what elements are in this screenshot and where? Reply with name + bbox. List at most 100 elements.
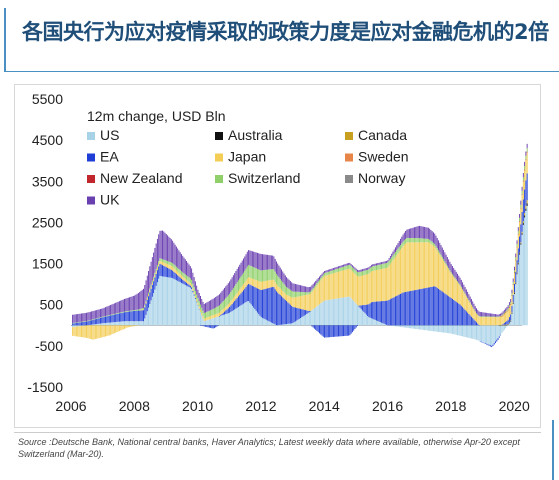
bar-segment-switzerland (273, 269, 275, 280)
bar-segment-ea (522, 199, 524, 222)
bar-segment-ea (368, 304, 370, 318)
bar-segment-ea (102, 317, 104, 324)
bar-segment-sweden (525, 159, 527, 161)
bar-segment-switzerland (417, 238, 419, 243)
bar-segment-japan (97, 325, 99, 339)
bar-segment-us (315, 307, 317, 326)
bar-segment-switzerland (225, 298, 227, 307)
bar-segment-japan (319, 282, 320, 305)
bar-segment-us (313, 308, 315, 326)
bar-segment-japan (241, 285, 243, 292)
bar-segment-switzerland (249, 265, 251, 278)
bar-segment-switzerland (489, 316, 491, 318)
bar-segment-uk (463, 284, 465, 292)
bar-segment-uk (449, 261, 451, 271)
bar-segment-switzerland (435, 245, 437, 249)
bar-segment-ea (496, 339, 498, 342)
bar-segment-japan (400, 249, 402, 294)
bar-segment-canada (520, 242, 522, 244)
bar-segment-ea (241, 291, 243, 305)
bar-segment-ea (483, 342, 485, 344)
bar-segment-us (339, 298, 341, 326)
bar-segment-us (463, 325, 465, 337)
bar-segment-japan (353, 272, 355, 301)
bar-segment-switzerland (293, 291, 295, 298)
bar-segment-switzerland (269, 269, 271, 281)
bar-segment-ea (512, 294, 514, 303)
bar-segment-japan (334, 272, 336, 299)
bar-segment-switzerland (120, 312, 122, 314)
bar-segment-japan (77, 326, 79, 337)
bar-segment-us (408, 325, 410, 329)
bar-segment-uk (227, 283, 229, 296)
bar-segment-japan (231, 299, 233, 304)
bar-segment-japan (110, 325, 112, 335)
bar-segment-uk (220, 292, 222, 304)
bar-segment-us (286, 324, 288, 326)
bar-segment-us (322, 301, 324, 326)
bar-segment-us (141, 321, 143, 326)
bar-segment-ea (449, 297, 451, 326)
bar-segment-us (498, 325, 500, 337)
bar-segment-uk (363, 268, 365, 271)
bar-segment-switzerland (507, 308, 509, 310)
bar-segment-ea (131, 311, 133, 322)
bar-segment-us (403, 325, 405, 328)
bar-segment-us (440, 325, 442, 333)
bar-segment-switzerland (441, 256, 443, 259)
bar-segment-switzerland (124, 311, 125, 313)
bar-segment-ea (435, 286, 437, 326)
bar-segment-new-zealand (505, 312, 507, 313)
bar-segment-uk (478, 311, 480, 316)
bar-segment-us (158, 278, 160, 326)
bar-segment-switzerland (526, 148, 528, 152)
bar-segment-ea (406, 291, 408, 326)
bar-segment-japan (293, 297, 295, 308)
bar-segment-us (98, 323, 100, 326)
bar-segment-switzerland (478, 315, 480, 317)
bar-segment-us (113, 322, 115, 326)
bar-segment-switzerland (267, 269, 269, 281)
bar-segment-switzerland (389, 258, 391, 264)
bar-segment-ea (196, 301, 198, 303)
bar-segment-ea (384, 300, 386, 325)
bar-segment-us (500, 325, 502, 335)
bar-segment-uk (236, 268, 238, 283)
bar-segment-uk (401, 236, 403, 244)
bar-segment-uk (402, 234, 404, 242)
bar-segment-japan (129, 325, 131, 328)
bar-segment-uk (450, 264, 452, 273)
bar-segment-australia (506, 324, 508, 326)
bar-segment-us (436, 325, 438, 332)
bar-segment-ea (440, 290, 442, 326)
bar-segment-new-zealand (524, 169, 526, 171)
bar-segment-us (511, 313, 513, 326)
bar-segment-uk (94, 310, 96, 319)
bar-segment-ea (325, 325, 327, 338)
bar-segment-ea (153, 281, 155, 294)
bar-segment-ea (72, 323, 74, 326)
bar-segment-us (465, 325, 467, 338)
bar-segment-uk (93, 310, 95, 319)
bar-segment-japan (132, 325, 134, 327)
bar-segment-switzerland (439, 252, 441, 255)
bar-segment-uk (389, 255, 391, 259)
bar-segment-ea (210, 325, 212, 328)
bar-segment-japan (434, 246, 436, 287)
bar-segment-ea (277, 292, 279, 326)
bar-segment-us (473, 325, 475, 340)
bar-segment-us (478, 325, 480, 341)
bar-segment-us (503, 325, 505, 330)
bar-segment-japan (405, 243, 407, 292)
bar-segment-japan (512, 284, 514, 295)
bar-segment-japan (329, 274, 331, 300)
bar-segment-uk (453, 267, 455, 276)
bar-segment-switzerland (343, 266, 345, 271)
bar-segment-uk (234, 273, 236, 287)
bar-segment-us (330, 299, 332, 326)
bar-segment-japan (131, 325, 133, 327)
bar-segment-us (101, 323, 103, 326)
bar-segment-japan (98, 325, 100, 339)
bar-segment-australia (514, 293, 515, 295)
